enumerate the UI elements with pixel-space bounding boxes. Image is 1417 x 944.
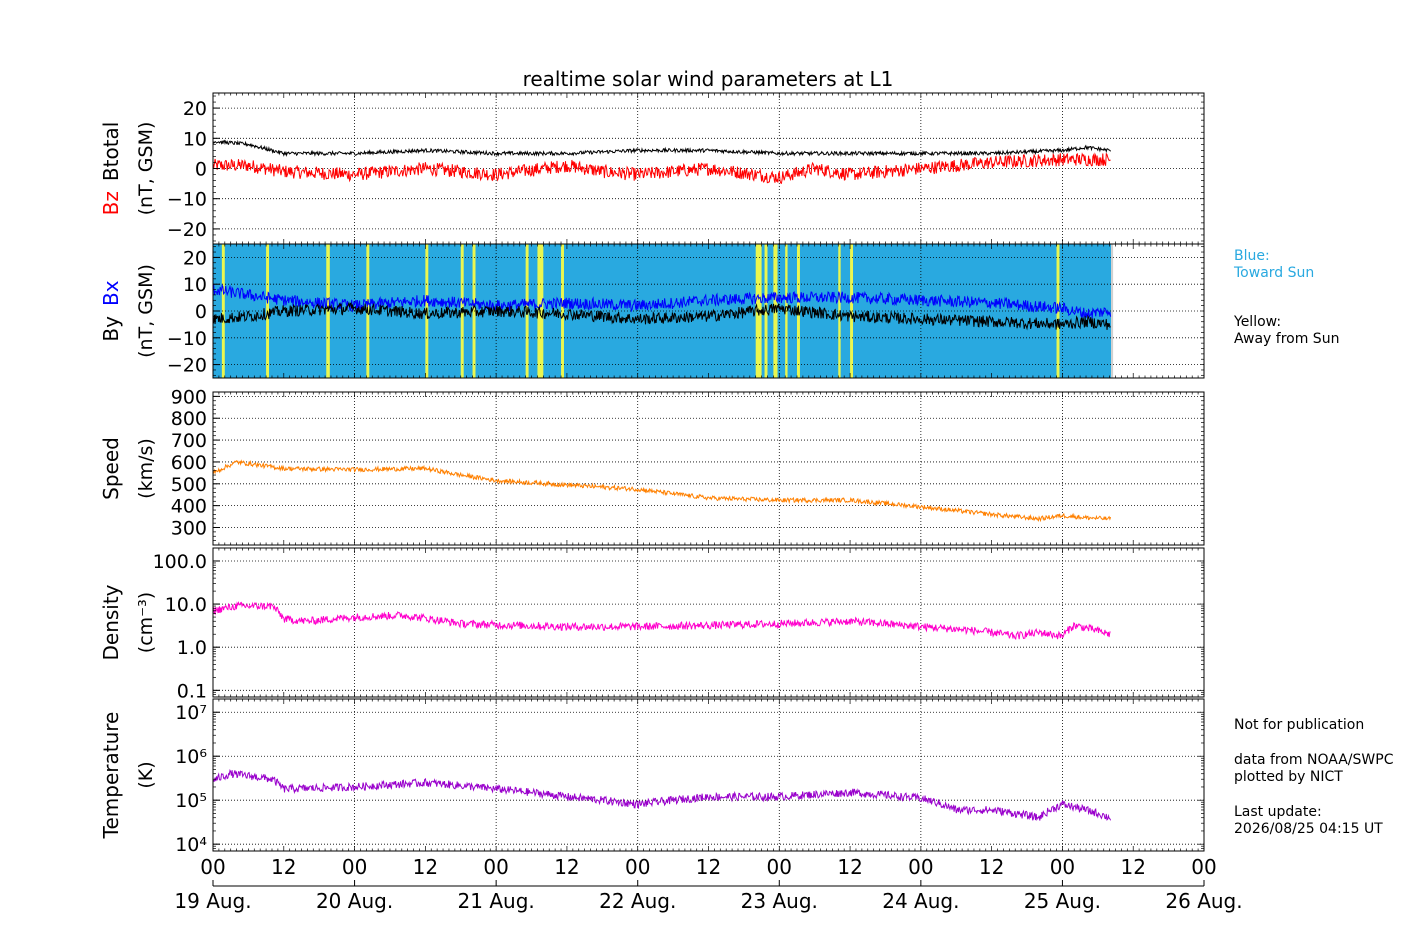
y-tick-label: 0 [195,159,207,181]
series-btotal [213,139,1111,157]
series-density [213,600,1111,641]
x-tick-label: 00 [1050,855,1075,879]
x-tick-label: 00 [908,855,933,879]
date-label: 20 Aug. [316,889,393,913]
y-tick-label: 600 [171,452,207,474]
y-tick-label: −10 [167,189,207,211]
panels-layer: 20 10 0 −10 −20 BzBtotal (nT, GSM) 20 10 0 −10 −20 B… [99,92,1205,856]
chart-title: realtime solar wind parameters at L1 [523,67,894,91]
y-axis-units: (nT, GSM) [135,264,157,358]
x-tick-label: 12 [271,855,296,879]
y-axis-units: (nT, GSM) [135,122,157,216]
y-tick-label: 10⁴ [175,834,207,856]
panel-density: 100.0 10.0 1.0 0.1 Density (cm⁻³) [99,547,1205,702]
x-tick-label: 00 [483,855,508,879]
x-tick-label: 12 [1120,855,1145,879]
y-axis-units: (cm⁻³) [135,592,157,653]
x-tick-label: 12 [979,855,1004,879]
y-axis-label: ByBx [99,280,123,341]
date-label: 24 Aug. [882,889,959,913]
y-tick-label: 20 [183,98,207,120]
date-label: 26 Aug. [1165,889,1242,913]
series-by [213,301,1111,331]
y-tick-label: 10 [183,274,207,296]
panel-frame [212,547,1205,698]
sector-away-band [850,244,854,378]
sector-toward-band [213,244,1112,378]
y-axis-units: (km/s) [135,438,157,499]
y-tick-label: 900 [171,386,207,408]
publication-note: Not for publication [1234,717,1365,733]
source-note: data from NOAA/SWPC plotted by NICT [1234,752,1394,785]
panel-temperature: 10⁷ 10⁶ 10⁵ 10⁴ Temperature (K) [99,698,1205,856]
y-axis-label: BzBtotal [99,122,123,216]
y-tick-label: 10⁷ [175,702,207,724]
y-axis-label: Speed [99,437,123,500]
last-update-time: 2026/08/25 04:15 UT [1234,821,1383,837]
panel-bz_btotal: 20 10 0 −10 −20 BzBtotal (nT, GSM) [99,92,1205,245]
sector-away-band [221,244,225,378]
date-label: 25 Aug. [1024,889,1101,913]
y-tick-label: 400 [171,496,207,518]
y-tick-label: 100.0 [153,551,207,573]
date-label: 21 Aug. [458,889,535,913]
sector-away-band [838,244,841,378]
y-axis-label: Temperature [99,712,123,840]
y-tick-label: 500 [171,474,207,496]
x-tick-label: 12 [696,855,721,879]
sector-away-band [561,244,564,378]
series-bz [213,152,1111,185]
x-tick-label: 12 [554,855,579,879]
sector-away-band [773,244,778,378]
y-tick-label: 300 [171,518,207,540]
panel-bx_by: 20 10 0 −10 −20 ByBx (nT, GSM) [99,243,1205,379]
panel-frame [212,698,1205,852]
y-tick-label: 0 [195,301,207,323]
x-tick-label: 00 [767,855,792,879]
sector-away-band [764,244,768,378]
panel-frame [212,391,1205,546]
y-tick-label: 10 [183,128,207,150]
date-label: 23 Aug. [741,889,818,913]
y-tick-label: 10.0 [165,594,207,616]
date-label: 19 Aug. [174,889,251,913]
x-tick-label: 12 [837,855,862,879]
y-axis-label: Density [99,584,123,660]
x-tick-label: 00 [342,855,367,879]
series-temperature [213,769,1112,822]
date-label: 22 Aug. [599,889,676,913]
sector-end-strip [1111,244,1114,378]
x-tick-label: 00 [200,855,225,879]
y-tick-label: 10⁵ [175,790,207,812]
y-tick-label: −20 [167,219,207,241]
x-tick-label: 00 [1191,855,1216,879]
y-tick-label: 700 [171,430,207,452]
x-tick-label: 00 [625,855,650,879]
y-tick-label: 800 [171,408,207,430]
y-tick-label: −10 [167,328,207,350]
last-update-label: Last update: [1234,804,1322,820]
y-tick-label: −20 [167,355,207,377]
y-tick-label: 0.1 [177,680,207,702]
x-tick-label: 12 [413,855,438,879]
legend-away-from-sun: Yellow: Away from Sun [1234,314,1340,347]
y-tick-label: 10⁶ [175,746,207,768]
y-tick-label: 1.0 [177,637,207,659]
time-axis: 00 12 00 12 00 12 00 12 00 12 00 12 00 12 00 19 Aug. 20 … [174,855,1242,913]
y-tick-label: 20 [183,247,207,269]
y-axis-units: (K) [135,761,157,788]
legend-toward-sun: Blue: Toward Sun [1234,248,1315,281]
series-speed [213,459,1112,523]
